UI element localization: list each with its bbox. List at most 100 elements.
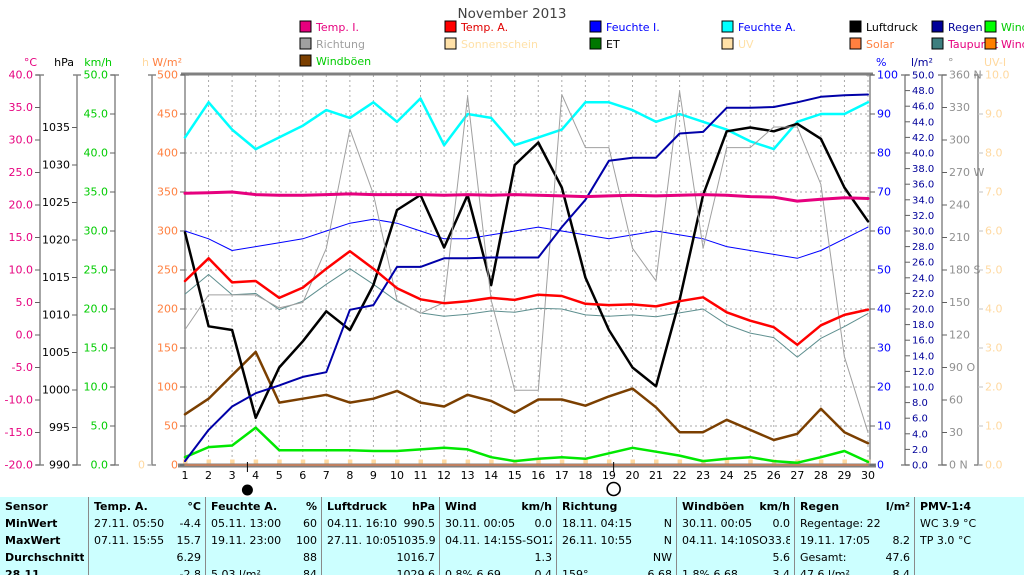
- tick-label-uv: 8.0: [985, 147, 1003, 160]
- legend-label-sonnenschein: Sonnenschein: [461, 38, 538, 51]
- tick-label-uv: 3.0: [985, 342, 1003, 355]
- day-label: 29: [837, 469, 851, 482]
- tick-label-deg: 150: [949, 296, 970, 309]
- table-cell: 1.8% 6.68 3.4: [682, 568, 790, 575]
- legend-label-solar: Solar: [866, 38, 895, 51]
- table-cell: 27.11. 05:50 -4.4: [94, 517, 201, 530]
- day-label: 8: [346, 469, 353, 482]
- tick-label-wm2: 250: [157, 264, 178, 277]
- day-label: 26: [767, 469, 781, 482]
- column-header: Windböen km/h: [682, 500, 790, 513]
- new-moon-icon: [241, 484, 253, 496]
- day-label: 1: [182, 469, 189, 482]
- table-cell: 04.11. 14:10SO 33.8: [682, 534, 790, 547]
- table-cell: 07.11. 15:55 15.7: [94, 534, 201, 547]
- tick-label-hpa: 1035: [42, 121, 70, 134]
- day-label: 25: [743, 469, 757, 482]
- tick-label-deg: 30: [949, 426, 963, 439]
- tick-label-lm2: 26.0: [912, 258, 934, 269]
- day-label: 4: [252, 469, 259, 482]
- tick-label-lm2: 28.0: [912, 242, 934, 253]
- tick-label-lm2: 46.0: [912, 102, 934, 113]
- axis-unit-uv: UV-I: [984, 56, 1006, 69]
- sunshine-zero-marker: [677, 459, 683, 464]
- tick-label-kmh: 45.0: [84, 108, 109, 121]
- tick-label-kmh: 10.0: [84, 381, 109, 394]
- tick-label-wm2: 50: [164, 420, 178, 433]
- day-label: 10: [390, 469, 404, 482]
- table-column-regen: Regen l/m² Regentage: 22 19.11. 17:05 8.2 Ges…: [795, 497, 915, 575]
- tick-label-deg: 240: [949, 199, 970, 212]
- sunshine-zero-marker: [324, 459, 329, 464]
- tick-label-uv: 7.0: [985, 186, 1003, 199]
- tick-label-c: -20.0: [5, 459, 33, 472]
- tick-label-kmh: 5.0: [91, 420, 109, 433]
- tick-label-lm2: 16.0: [912, 336, 934, 347]
- legend-swatch-wind: [984, 20, 997, 33]
- table-cell: 19.11. 17:05 8.2: [800, 534, 910, 547]
- tick-label-wm2: 500: [157, 69, 178, 82]
- sunshine-zero-marker: [818, 459, 824, 464]
- tick-label-wm2: 450: [157, 108, 178, 121]
- table-column-sensor: Sensor MinWert MaxWert Durchschnitt 28.11.: [0, 497, 89, 575]
- tick-label-c: 25.0: [9, 166, 34, 179]
- tick-label-deg: 180 S: [949, 264, 980, 277]
- tick-label-pct: 20: [877, 381, 891, 394]
- legend-label-regen: Regen: [948, 21, 983, 34]
- table-cell: Gesamt: 47.6: [800, 551, 910, 564]
- tick-label-lm2: 2.0: [912, 445, 928, 456]
- legend-label-temp_i: Temp. I.: [315, 21, 359, 34]
- axis-unit-h: h: [142, 56, 149, 69]
- tick-label-lm2: 24.0: [912, 273, 934, 284]
- day-label: 24: [720, 469, 734, 482]
- table-column-richtung: Richtung 18.11. 04:15 N 26.11. 10:55 N NW 159°…: [557, 497, 677, 575]
- sunshine-zero-marker: [230, 459, 235, 464]
- tick-label-c: 15.0: [9, 231, 34, 244]
- tick-label-wm2: 0: [171, 459, 178, 472]
- tick-label-c: -5.0: [12, 361, 33, 374]
- table-cell: 04.11. 16:10 990.5: [327, 517, 435, 530]
- tick-label-lm2: 4.0: [912, 429, 928, 440]
- table-cell: TP 3.0 °C: [920, 534, 972, 547]
- tick-label-hpa: 1015: [42, 271, 70, 284]
- day-label: 28: [814, 469, 828, 482]
- day-label: 14: [484, 469, 498, 482]
- table-cell: 5.6: [772, 551, 791, 564]
- tick-label-hpa: 995: [49, 421, 70, 434]
- day-label: 18: [578, 469, 592, 482]
- legend-label-feuchte_i: Feuchte I.: [606, 21, 660, 34]
- tick-label-hpa: 990: [49, 459, 70, 472]
- tick-label-wm2: 300: [157, 225, 178, 238]
- tick-label-kmh: 15.0: [84, 342, 109, 355]
- day-label: 27: [790, 469, 804, 482]
- legend-swatch-richtung: [299, 37, 312, 50]
- legend-label-temp_a: Temp. A.: [460, 21, 508, 34]
- table-column-windb-en: Windböen km/h 30.11. 00:05 0.0 04.11. 14:10S…: [677, 497, 795, 575]
- tick-label-hpa: 1020: [42, 234, 70, 247]
- tick-label-uv: 6.0: [985, 225, 1003, 238]
- sunshine-zero-marker: [489, 459, 494, 464]
- day-label: 22: [673, 469, 687, 482]
- tick-label-uv: 9.0: [985, 108, 1003, 121]
- tick-label-c: -10.0: [5, 394, 33, 407]
- table-cell: 27.11. 10:05 1035.9: [327, 534, 435, 547]
- series-taupunkt: [184, 268, 869, 358]
- table-column-luftdruck: Luftdruck hPa 04.11. 16:10 990.5 27.11. 10:0…: [322, 497, 440, 575]
- day-label: 17: [555, 469, 569, 482]
- table-cell: 47.6 l/m² 8.4: [800, 568, 910, 575]
- tick-label-pct: 0: [877, 459, 884, 472]
- sunshine-zero-marker: [253, 459, 259, 464]
- tick-label-uv: 4.0: [985, 303, 1003, 316]
- series-richtung: [184, 90, 869, 433]
- day-label: 16: [531, 469, 545, 482]
- table-cell: 1029.6: [396, 568, 436, 575]
- table-cell: 26.11. 10:55 N: [562, 534, 672, 547]
- tick-label-lm2: 12.0: [912, 367, 934, 378]
- axis-unit-pct: %: [876, 56, 886, 69]
- axis-unit-wm2: W/m²: [152, 56, 182, 69]
- day-label: 9: [370, 469, 377, 482]
- chart-canvas: November 2013°C40.035.030.025.020.015.01…: [5, 6, 1024, 497]
- legend-label-richtung: Richtung: [316, 38, 365, 51]
- tick-label-wm2: 400: [157, 147, 178, 160]
